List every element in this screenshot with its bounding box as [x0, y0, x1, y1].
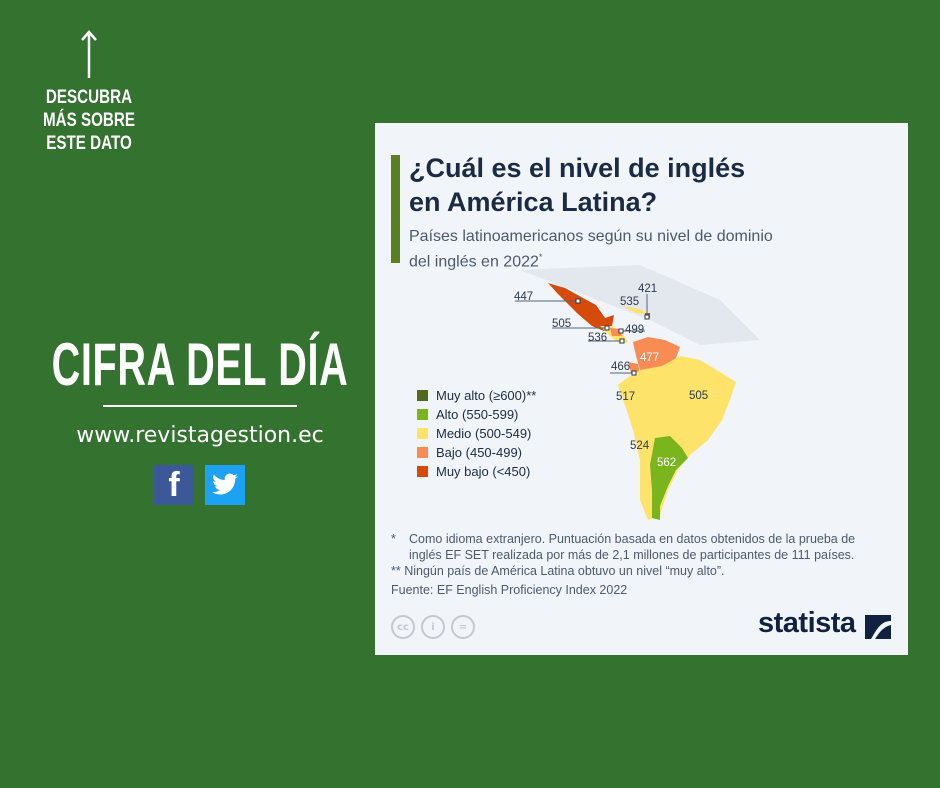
infographic-card: 447 535 421 505 499 536 477 466 517 505 …	[375, 123, 908, 655]
cc-icon[interactable]: cc	[391, 615, 415, 639]
region-argentina	[650, 436, 688, 520]
value-honduras: 499	[625, 324, 644, 336]
license-icons[interactable]: cc i =	[391, 615, 475, 639]
value-venezuela: 477	[640, 352, 659, 364]
statista-logo[interactable]: statista	[758, 607, 856, 639]
legend-item: Muy bajo (<450)	[417, 462, 536, 481]
region-venezuela-colombia	[633, 337, 680, 374]
world-land-background	[520, 265, 760, 345]
value-mexico: 447	[514, 291, 533, 303]
value-chile: 524	[630, 440, 650, 452]
headline: CIFRA DEL DÍA	[51, 331, 349, 398]
source: Fuente: EF English Proficiency Index 202…	[391, 583, 628, 597]
region-south-america	[618, 356, 736, 520]
statista-logo-mark-icon	[865, 615, 891, 639]
arrow-up-icon	[81, 30, 97, 78]
footnotes: * Como idioma extranjero. Puntuación basa…	[391, 532, 856, 597]
value-ecuador: 466	[611, 361, 630, 373]
title-accent-bar	[391, 155, 400, 263]
discover-more-link[interactable]: DESCUBRA MÁS SOBRE ESTE DATO	[42, 87, 136, 154]
twitter-icon[interactable]	[205, 465, 245, 505]
region-mexico	[548, 283, 614, 331]
legend: Muy alto (≥600)** Alto (550-599) Medio (…	[417, 386, 536, 481]
latin-america-map: 447 535 421 505 499 536 477 466 517 505 …	[514, 265, 760, 520]
value-costa-rica: 536	[588, 332, 607, 344]
chart-subtitle: Países latinoamericanos según su nivel d…	[409, 228, 773, 271]
value-argentina: 562	[657, 457, 676, 469]
no-derivatives-icon[interactable]: =	[451, 615, 475, 639]
legend-item: Alto (550-599)	[417, 405, 536, 424]
value-cuba: 535	[620, 296, 639, 308]
value-guatemala: 505	[552, 318, 571, 330]
value-haiti: 421	[638, 283, 657, 295]
facebook-icon[interactable]: f	[154, 465, 194, 505]
attribution-icon[interactable]: i	[421, 615, 445, 639]
divider	[103, 405, 297, 407]
legend-item: Medio (500-549)	[417, 424, 536, 443]
website-link[interactable]: www.revistagestion.ec	[76, 423, 324, 448]
legend-item: Muy alto (≥600)**	[417, 386, 536, 405]
value-peru: 517	[616, 391, 635, 403]
chart-title: ¿Cuál es el nivel de inglés en América La…	[409, 153, 746, 217]
region-cuba	[622, 306, 648, 314]
value-brazil: 505	[689, 390, 708, 402]
legend-item: Bajo (450-499)	[417, 443, 536, 462]
